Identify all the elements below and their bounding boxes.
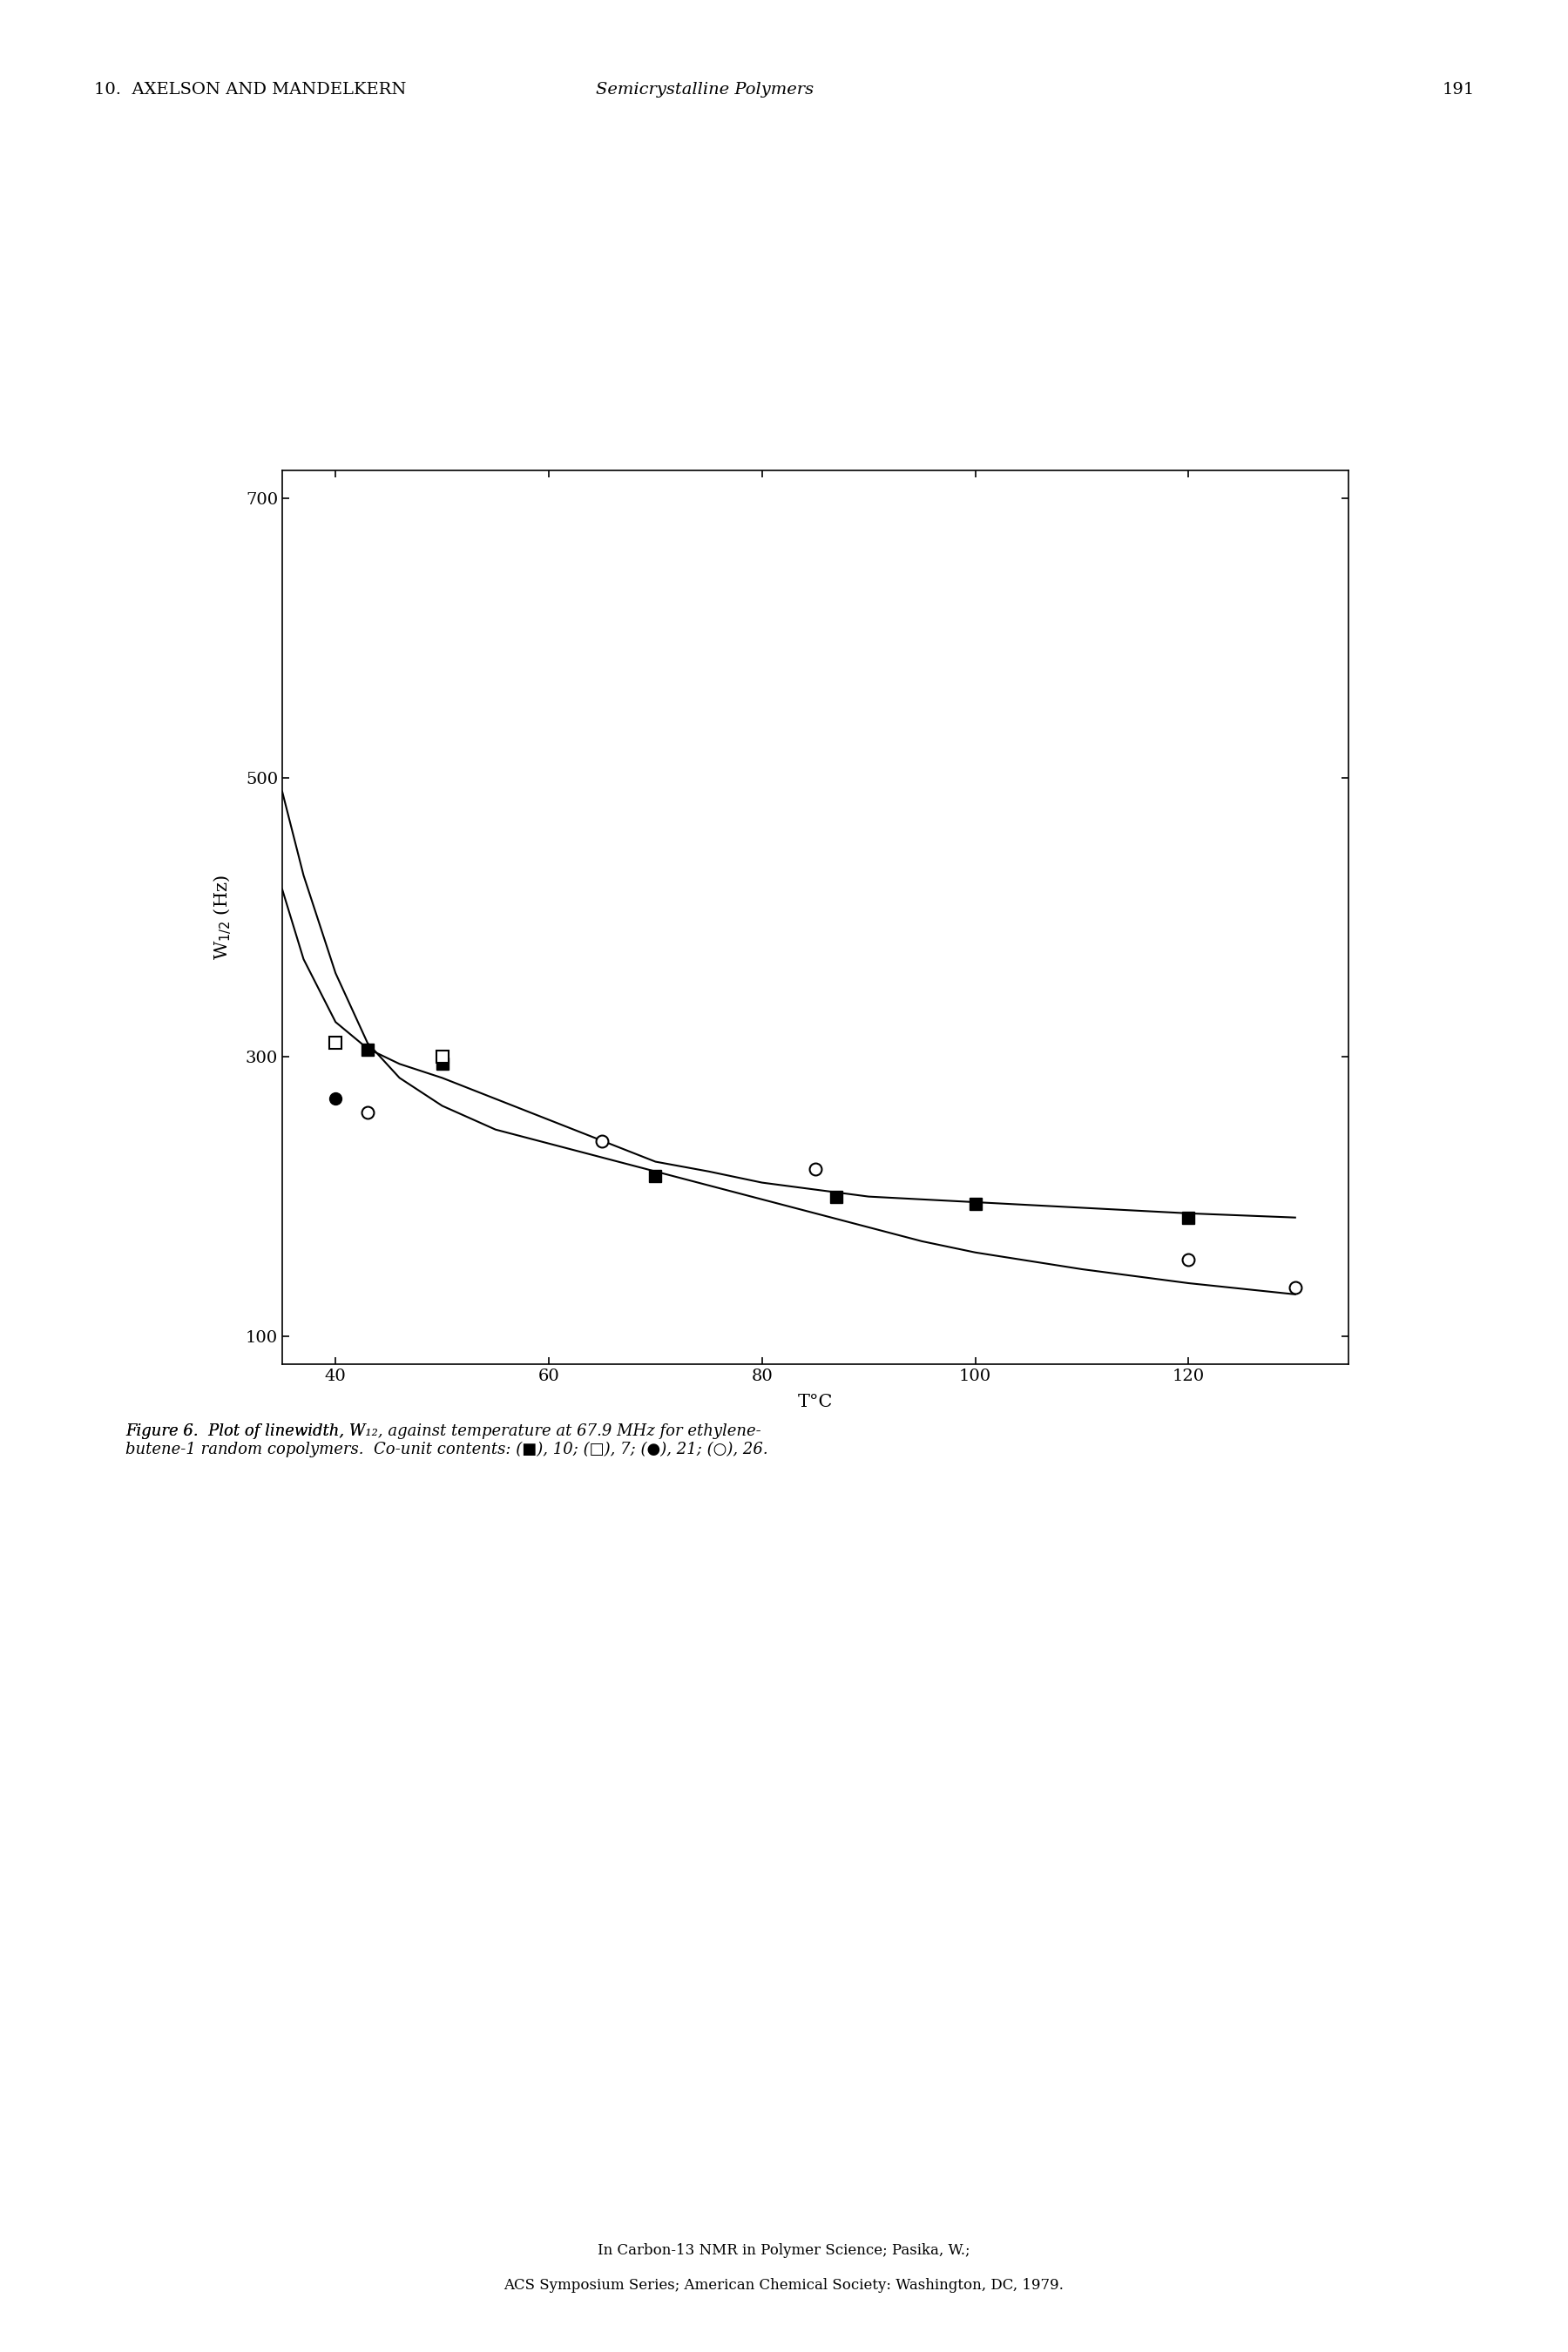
- Text: 191: 191: [1443, 82, 1475, 99]
- Y-axis label: W$_{1/2}$ (Hz): W$_{1/2}$ (Hz): [212, 875, 234, 960]
- Text: Figure 6.  Plot of linewidth, W₁₂, against temperature at 67.9 MHz for ethylene-: Figure 6. Plot of linewidth, W₁₂, agains…: [125, 1423, 768, 1456]
- Text: Figure 6.  Plot of linewidth, W: Figure 6. Plot of linewidth, W: [125, 1423, 365, 1439]
- Text: ACS Symposium Series; American Chemical Society: Washington, DC, 1979.: ACS Symposium Series; American Chemical …: [503, 2279, 1065, 2293]
- Text: In Carbon-13 NMR in Polymer Science; Pasika, W.;: In Carbon-13 NMR in Polymer Science; Pas…: [597, 2244, 971, 2258]
- X-axis label: T°C: T°C: [798, 1395, 833, 1411]
- Text: 10.  AXELSON AND MANDELKERN: 10. AXELSON AND MANDELKERN: [94, 82, 406, 99]
- Text: Semicrystalline Polymers: Semicrystalline Polymers: [596, 82, 814, 99]
